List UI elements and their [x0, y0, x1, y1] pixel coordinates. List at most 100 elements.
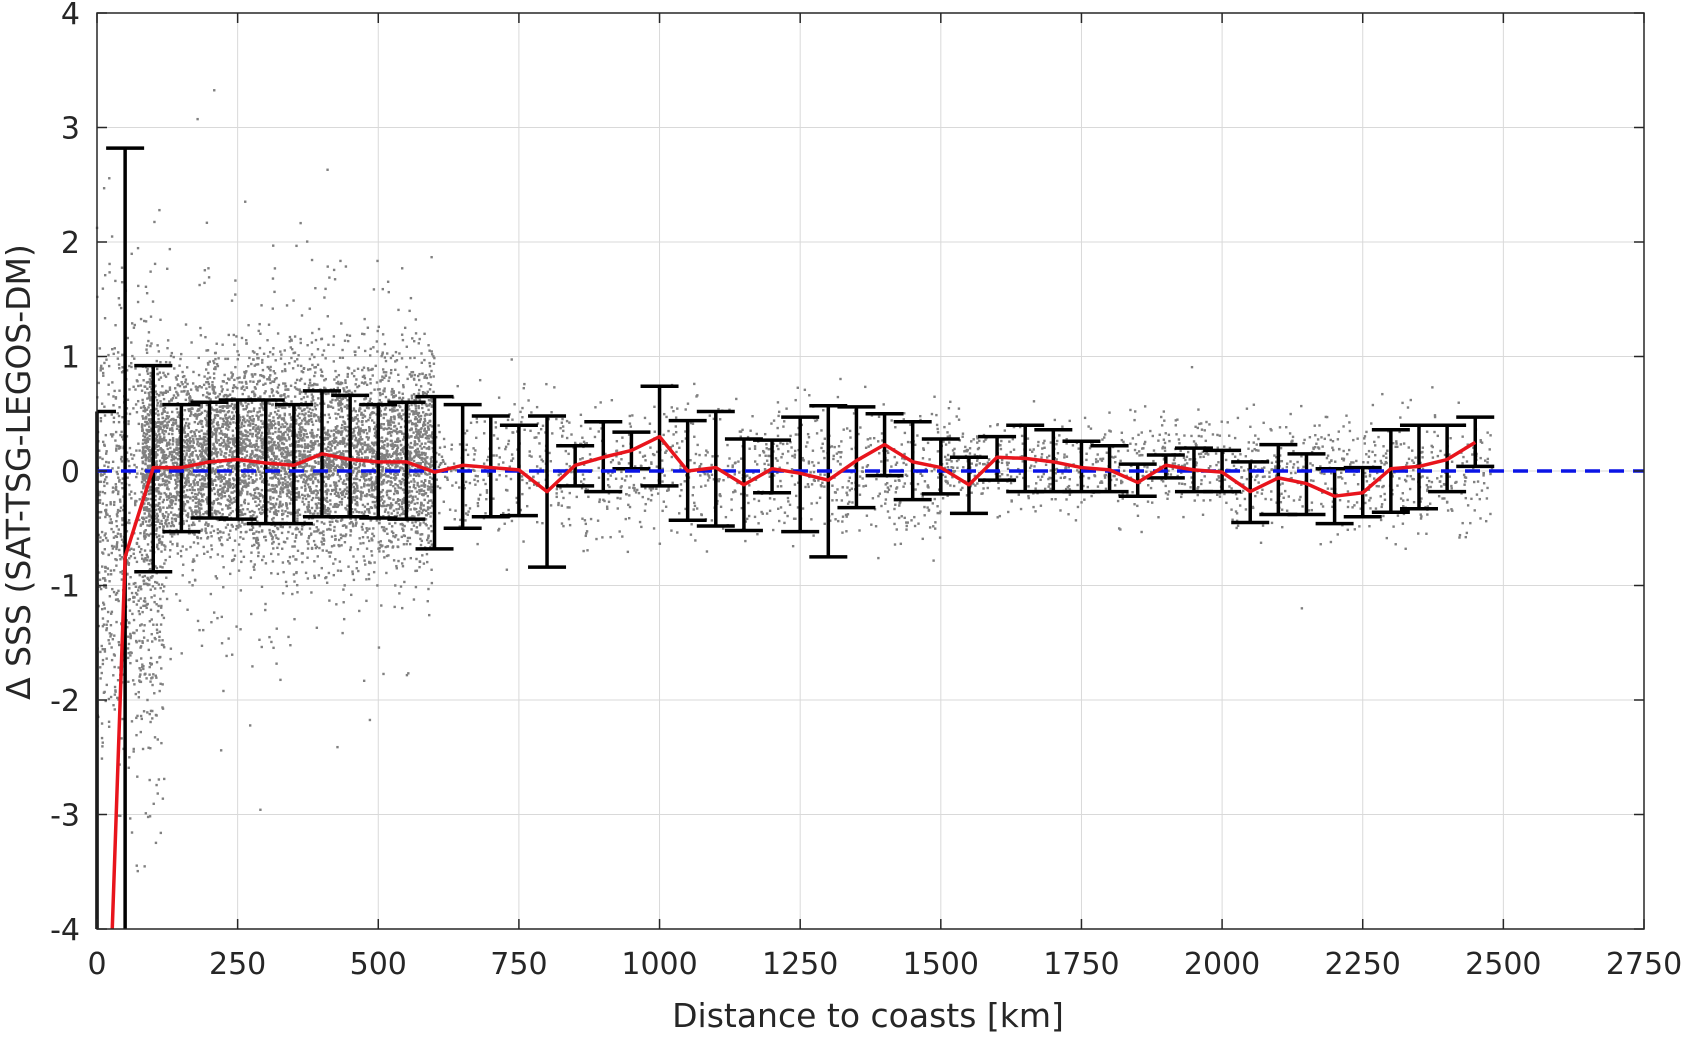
scatter-point [128, 557, 130, 559]
scatter-point [260, 465, 262, 467]
scatter-point [224, 495, 226, 497]
scatter-point [357, 490, 359, 492]
scatter-point [146, 699, 148, 701]
scatter-point [403, 558, 405, 560]
scatter-point [383, 479, 385, 481]
scatter-point [160, 550, 162, 552]
scatter-point [411, 422, 413, 424]
scatter-point [290, 357, 292, 359]
scatter-point [161, 535, 163, 537]
scatter-point [120, 456, 122, 458]
scatter-point [136, 411, 138, 413]
scatter-point [227, 524, 229, 526]
scatter-point [378, 550, 380, 552]
scatter-point [140, 384, 142, 386]
scatter-point [316, 512, 318, 514]
scatter-point [162, 514, 164, 516]
scatter-point [149, 568, 151, 570]
scatter-point [339, 560, 341, 562]
scatter-point [413, 484, 415, 486]
scatter-point [163, 617, 165, 619]
scatter-point [281, 503, 283, 505]
scatter-point [358, 537, 360, 539]
scatter-point [217, 410, 219, 412]
scatter-point [423, 446, 425, 448]
scatter-point [318, 328, 320, 330]
scatter-point [258, 508, 260, 510]
scatter-point [107, 620, 109, 622]
scatter-point [107, 573, 109, 575]
scatter-point [142, 487, 144, 489]
scatter-point [141, 554, 143, 556]
scatter-point [294, 360, 296, 362]
scatter-point [344, 405, 346, 407]
scatter-point [183, 386, 185, 388]
scatter-point [257, 446, 259, 448]
scatter-point [334, 412, 336, 414]
scatter-point [276, 413, 278, 415]
scatter-point [344, 584, 346, 586]
scatter-point [169, 361, 171, 363]
scatter-point [249, 429, 251, 431]
scatter-point [159, 690, 161, 692]
scatter-point [148, 779, 150, 781]
scatter-point [111, 611, 113, 613]
scatter-point [127, 647, 129, 649]
scatter-point [171, 433, 173, 435]
scatter-point [153, 221, 155, 223]
scatter-point [309, 379, 311, 381]
scatter-point [326, 582, 328, 584]
scatter-point [289, 526, 291, 528]
scatter-point [116, 543, 118, 545]
scatter-point [211, 548, 213, 550]
scatter-point [257, 418, 259, 420]
scatter-point [163, 778, 165, 780]
scatter-point [361, 528, 363, 530]
scatter-point [117, 490, 119, 492]
scatter-point [120, 737, 122, 739]
scatter-point [216, 343, 218, 345]
scatter-point [157, 610, 159, 612]
scatter-point [114, 347, 116, 349]
scatter-point [410, 528, 412, 530]
scatter-point [121, 517, 123, 519]
scatter-point [141, 430, 143, 432]
scatter-point [288, 496, 290, 498]
scatter-point [118, 367, 120, 369]
scatter-point [333, 574, 335, 576]
scatter-point [399, 453, 401, 455]
scatter-point [214, 493, 216, 495]
scatter-point [115, 621, 117, 623]
scatter-point [99, 540, 101, 542]
scatter-point [159, 423, 161, 425]
scatter-point [101, 458, 103, 460]
scatter-point [420, 544, 422, 546]
scatter-point [229, 496, 231, 498]
scatter-point [430, 461, 432, 463]
scatter-point [372, 527, 374, 529]
scatter-point [153, 803, 155, 805]
scatter-point [155, 677, 157, 679]
scatter-point [250, 494, 252, 496]
scatter-point [428, 434, 430, 436]
scatter-point [261, 361, 263, 363]
scatter-point [408, 504, 410, 506]
scatter-point [155, 443, 157, 445]
scatter-point [131, 253, 133, 255]
scatter-point [173, 356, 175, 358]
scatter-point [334, 370, 336, 372]
scatter-point [198, 357, 200, 359]
scatter-point [268, 529, 270, 531]
scatter-point [157, 410, 159, 412]
scatter-point [240, 531, 242, 533]
scatter-point [105, 452, 107, 454]
scatter-point [385, 475, 387, 477]
scatter-point [427, 502, 429, 504]
scatter-point [112, 490, 114, 492]
scatter-point [159, 508, 161, 510]
scatter-point [297, 441, 299, 443]
scatter-point [142, 485, 144, 487]
scatter-point [142, 379, 144, 381]
scatter-point [113, 421, 115, 423]
scatter-point [191, 524, 193, 526]
